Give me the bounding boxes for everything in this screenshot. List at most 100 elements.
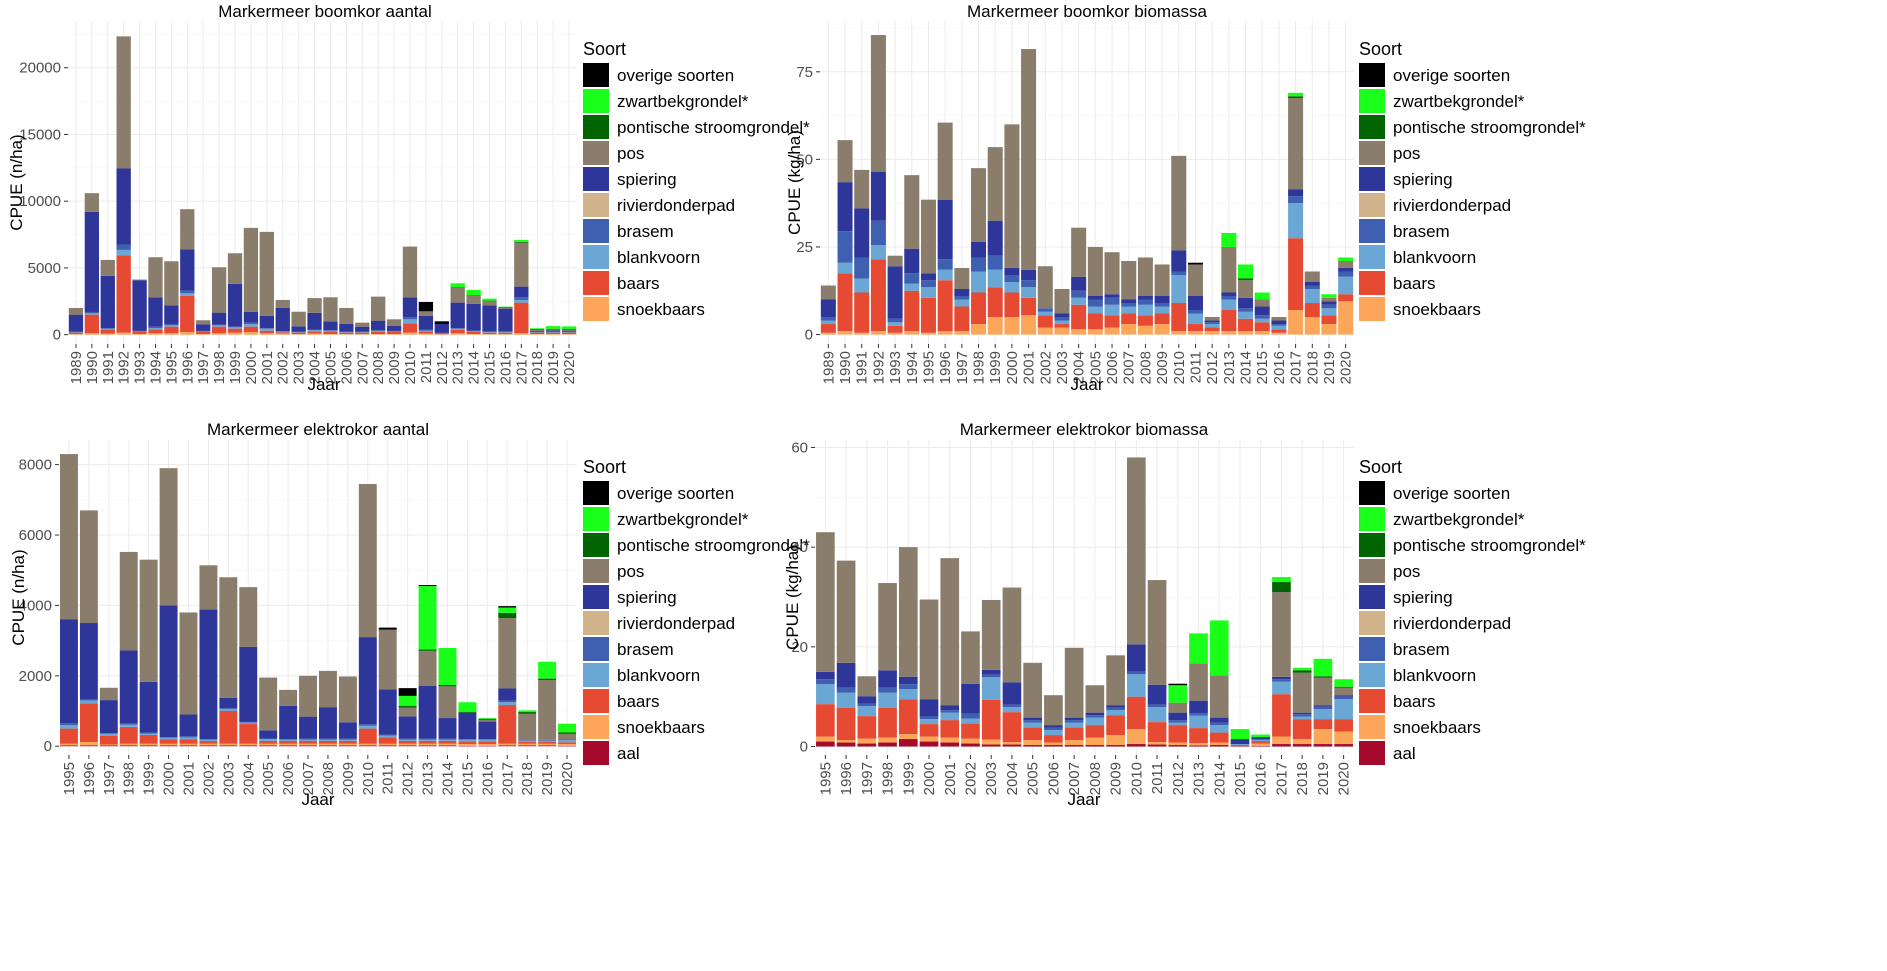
bar-segment-brasem-1994	[904, 273, 920, 284]
bar-segment-brasem-2010	[1126, 671, 1146, 675]
bar-segment-brasem-1999	[987, 255, 1003, 270]
bar-segment-blankvoorn-2010	[1171, 274, 1187, 304]
bar-segment-snoekbaars-2009	[386, 333, 402, 335]
bar-segment-zwartbekgrondel-2020	[1334, 679, 1353, 687]
x-tick-label: 2001	[181, 762, 198, 795]
bar-segment-brasem-1989	[820, 317, 836, 321]
bar-segment-snoekbaars-2006	[1104, 327, 1120, 335]
bar-segment-aal-2000	[159, 745, 178, 747]
bar-segment-blankvoorn-1996	[79, 700, 98, 704]
bar-segment-overige-soorten-2012	[434, 321, 449, 324]
bar-segment-spiering-2015	[1230, 739, 1250, 745]
bar-segment-pos-2017	[1288, 98, 1304, 190]
bar-segment-baars-2003	[1054, 324, 1070, 328]
bar-segment-blankvoorn-1999	[139, 733, 158, 735]
bar-segment-spiering-2001	[1021, 269, 1037, 281]
bar-segment-snoekbaars-2001	[1021, 315, 1037, 335]
bar-segment-pos-2014	[438, 686, 457, 719]
bar-segment-pos-2012	[1168, 702, 1188, 713]
bar-segment-blankvoorn-2013	[1221, 299, 1237, 311]
bar-segment-snoekbaars-2005	[259, 743, 278, 746]
bar-segment-spiering-1994	[904, 248, 920, 274]
bar-segment-baars-2009	[338, 740, 357, 744]
bar-segment-baars-2011	[378, 737, 397, 744]
legend-label-pos: pos	[1393, 144, 1420, 163]
bar-segment-blankvoorn-2011	[1147, 707, 1167, 723]
bar-segment-pos-2009	[1154, 264, 1170, 297]
legend: Soort overige soorten zwartbekgrondel* pont…	[1359, 457, 1586, 765]
bar-segment-pos-2003	[219, 577, 238, 698]
bar-segment-brasem-2005	[323, 330, 338, 331]
x-tick-label: 2006	[1104, 351, 1121, 384]
x-tick-label: 2017	[1273, 762, 1290, 795]
bar-segment-snoekbaars-2005	[323, 333, 338, 335]
bar-segment-snoekbaars-2011	[378, 743, 397, 746]
bar-segment-spiering-2019	[1313, 705, 1333, 707]
x-tick-label: 2000	[161, 762, 178, 795]
bar-segment-baars-2011	[1147, 722, 1167, 743]
bar-segment-brasem-2013	[1189, 713, 1208, 716]
bar-segment-snoekbaars-2018	[518, 743, 537, 746]
bar-segment-blankvoorn-2015	[1230, 744, 1250, 746]
bar-segment-baars-2000	[159, 739, 178, 744]
bar-segment-pos-2013	[418, 650, 437, 687]
bar-segment-spiering-2018	[1292, 712, 1312, 715]
bar-segment-pontische-stroomgrondel-2017	[514, 241, 529, 243]
bar-segment-pontische-stroomgrondel-2018	[518, 712, 537, 714]
bar-segment-pos-2000	[919, 599, 939, 700]
bar-segment-baars-2013	[1189, 728, 1208, 744]
bar-segment-baars-2007	[1064, 727, 1084, 741]
bar-segment-pos-2008	[1085, 685, 1105, 713]
bar-segment-baars-2004	[239, 724, 258, 744]
bar-segment-pos-1993	[132, 279, 147, 281]
bar-segment-brasem-2001	[940, 710, 960, 713]
bar-segment-brasem-1996	[79, 699, 98, 701]
bar-segment-aal-2002	[199, 745, 218, 747]
bar-segment-blankvoorn-1998	[119, 724, 138, 727]
bar-segment-spiering-2004	[1071, 276, 1087, 291]
legend-label-blankvoorn: blankvoorn	[1393, 666, 1476, 685]
bar-segment-blankvoorn-2006	[1044, 730, 1063, 736]
bar-segment-snoekbaars-2012	[398, 743, 417, 746]
x-tick-label: 1995	[61, 762, 78, 795]
bar-segment-pos-1999	[227, 253, 243, 284]
bar-segment-blankvoorn-2014	[1238, 311, 1254, 319]
bar-segment-spiering-2019	[1321, 301, 1337, 305]
bar-segment-pos-2014	[466, 295, 481, 304]
x-tick-label: 2019	[1321, 351, 1338, 384]
bar-segment-brasem-1993	[887, 318, 903, 323]
bar-segment-pos-2002	[961, 631, 980, 684]
bar-segment-pos-1995	[920, 199, 936, 274]
bar-segment-blankvoorn-2002	[275, 331, 290, 333]
bar-segment-spiering-1997	[99, 700, 118, 734]
bar-segment-pos-1998	[119, 551, 138, 651]
bar-segment-baars-1991	[100, 329, 115, 334]
bar-segment-brasem-2015	[482, 331, 497, 332]
x-tick-label: 1989	[820, 351, 837, 384]
bar-segment-overige-soorten-2011	[1187, 262, 1203, 265]
bar-segment-blankvoorn-2018	[1304, 288, 1320, 304]
bar-segment-pos-1998	[971, 168, 987, 242]
bar-segment-blankvoorn-2012	[1168, 722, 1188, 726]
bar-segment-spiering-2000	[1004, 267, 1020, 275]
bar-segment-brasem-2010	[402, 317, 418, 320]
bar-segment-aal-2018	[1292, 744, 1312, 747]
bar-segment-snoekbaars-2018	[1304, 317, 1320, 335]
bar-segment-zwartbekgrondel-2014	[1209, 620, 1229, 676]
bar-segment-snoekbaars-2003	[291, 333, 306, 335]
bar-segment-spiering-2012	[434, 323, 449, 333]
bar-segment-pos-1994	[904, 175, 920, 249]
bar-segment-brasem-1990	[837, 231, 853, 263]
bar-segment-blankvoorn-1999	[898, 689, 918, 700]
bar-segment-baars-2013	[450, 329, 465, 334]
bar-segment-snoekbaars-2007	[1121, 324, 1137, 335]
bar-segment-pos-1992	[116, 36, 131, 169]
bar-segment-brasem-2018	[518, 740, 537, 741]
bar-segment-blankvoorn-1995	[816, 684, 835, 705]
bar-segment-baars-2012	[1168, 725, 1188, 743]
bar-segment-pontische-stroomgrondel-2014	[466, 295, 481, 296]
bar-segment-blankvoorn-1992	[870, 245, 886, 260]
bar-segment-pos-2011	[418, 311, 434, 316]
bar-segment-snoekbaars-2002	[199, 743, 218, 746]
bar-segment-blankvoorn-2007	[1064, 722, 1084, 728]
